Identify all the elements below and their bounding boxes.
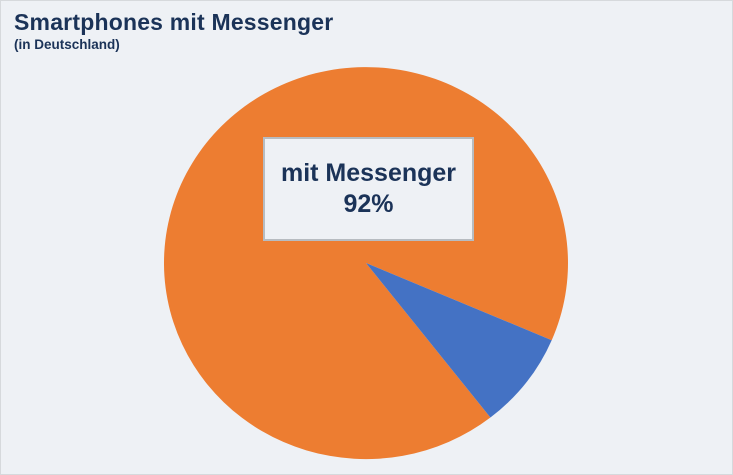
slice-label-box: mit Messenger 92%: [263, 137, 474, 241]
slice-label-value: 92%: [343, 190, 394, 218]
slice-label-name: mit Messenger: [280, 159, 457, 187]
chart-subtitle: (in Deutschland): [14, 36, 120, 52]
chart-title: Smartphones mit Messenger: [14, 9, 334, 35]
pie-slice-1: [366, 263, 552, 418]
chart-header: Smartphones mit Messenger (in Deutschlan…: [14, 9, 333, 53]
